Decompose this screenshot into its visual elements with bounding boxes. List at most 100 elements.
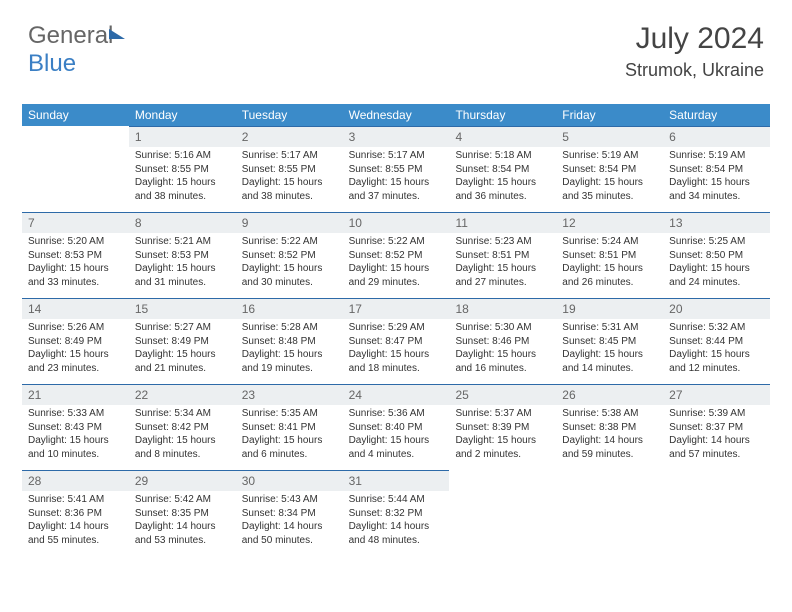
daylight-text-1: Daylight: 15 hours — [562, 262, 657, 276]
cell-body: Sunrise: 5:28 AMSunset: 8:48 PMDaylight:… — [236, 319, 343, 381]
day-number: 10 — [343, 212, 450, 233]
daylight-text-2: and 55 minutes. — [28, 534, 123, 548]
day-number: 19 — [556, 298, 663, 319]
sunset-text: Sunset: 8:47 PM — [349, 335, 444, 349]
calendar-week: 1Sunrise: 5:16 AMSunset: 8:55 PMDaylight… — [22, 126, 770, 212]
sunrise-text: Sunrise: 5:16 AM — [135, 149, 230, 163]
day-header-thu: Thursday — [449, 104, 556, 126]
calendar-cell: 7Sunrise: 5:20 AMSunset: 8:53 PMDaylight… — [22, 212, 129, 298]
daylight-text-2: and 48 minutes. — [349, 534, 444, 548]
sunset-text: Sunset: 8:54 PM — [669, 163, 764, 177]
cell-body: Sunrise: 5:26 AMSunset: 8:49 PMDaylight:… — [22, 319, 129, 381]
day-number: 31 — [343, 470, 450, 491]
daylight-text-1: Daylight: 15 hours — [349, 348, 444, 362]
day-number: 28 — [22, 470, 129, 491]
daylight-text-2: and 35 minutes. — [562, 190, 657, 204]
day-header-wed: Wednesday — [343, 104, 450, 126]
calendar-cell: 12Sunrise: 5:24 AMSunset: 8:51 PMDayligh… — [556, 212, 663, 298]
daylight-text-2: and 38 minutes. — [135, 190, 230, 204]
cell-body: Sunrise: 5:22 AMSunset: 8:52 PMDaylight:… — [343, 233, 450, 295]
cell-body: Sunrise: 5:30 AMSunset: 8:46 PMDaylight:… — [449, 319, 556, 381]
sunrise-text: Sunrise: 5:19 AM — [669, 149, 764, 163]
calendar-cell: 31Sunrise: 5:44 AMSunset: 8:32 PMDayligh… — [343, 470, 450, 556]
sunrise-text: Sunrise: 5:37 AM — [455, 407, 550, 421]
calendar-cell: 26Sunrise: 5:38 AMSunset: 8:38 PMDayligh… — [556, 384, 663, 470]
sunrise-text: Sunrise: 5:18 AM — [455, 149, 550, 163]
cell-body: Sunrise: 5:23 AMSunset: 8:51 PMDaylight:… — [449, 233, 556, 295]
daylight-text-1: Daylight: 15 hours — [669, 348, 764, 362]
sunset-text: Sunset: 8:52 PM — [242, 249, 337, 263]
day-number: 11 — [449, 212, 556, 233]
calendar-cell: 17Sunrise: 5:29 AMSunset: 8:47 PMDayligh… — [343, 298, 450, 384]
calendar-cell: 14Sunrise: 5:26 AMSunset: 8:49 PMDayligh… — [22, 298, 129, 384]
daylight-text-2: and 2 minutes. — [455, 448, 550, 462]
daylight-text-2: and 27 minutes. — [455, 276, 550, 290]
day-number: 26 — [556, 384, 663, 405]
daylight-text-2: and 8 minutes. — [135, 448, 230, 462]
calendar-cell: 20Sunrise: 5:32 AMSunset: 8:44 PMDayligh… — [663, 298, 770, 384]
sunset-text: Sunset: 8:32 PM — [349, 507, 444, 521]
day-number: 17 — [343, 298, 450, 319]
daylight-text-1: Daylight: 15 hours — [455, 176, 550, 190]
calendar-cell: 18Sunrise: 5:30 AMSunset: 8:46 PMDayligh… — [449, 298, 556, 384]
daylight-text-2: and 34 minutes. — [669, 190, 764, 204]
logo-triangle-icon — [109, 29, 125, 39]
sunrise-text: Sunrise: 5:26 AM — [28, 321, 123, 335]
sunset-text: Sunset: 8:51 PM — [562, 249, 657, 263]
sunrise-text: Sunrise: 5:28 AM — [242, 321, 337, 335]
calendar-cell — [556, 470, 663, 556]
sunrise-text: Sunrise: 5:34 AM — [135, 407, 230, 421]
sunset-text: Sunset: 8:53 PM — [28, 249, 123, 263]
daylight-text-2: and 12 minutes. — [669, 362, 764, 376]
calendar-cell: 25Sunrise: 5:37 AMSunset: 8:39 PMDayligh… — [449, 384, 556, 470]
cell-body: Sunrise: 5:17 AMSunset: 8:55 PMDaylight:… — [343, 147, 450, 209]
cell-body: Sunrise: 5:25 AMSunset: 8:50 PMDaylight:… — [663, 233, 770, 295]
sunset-text: Sunset: 8:43 PM — [28, 421, 123, 435]
daylight-text-1: Daylight: 15 hours — [562, 348, 657, 362]
daylight-text-1: Daylight: 15 hours — [242, 176, 337, 190]
sunrise-text: Sunrise: 5:22 AM — [242, 235, 337, 249]
sunset-text: Sunset: 8:52 PM — [349, 249, 444, 263]
day-number: 8 — [129, 212, 236, 233]
calendar-cell — [22, 126, 129, 212]
daylight-text-1: Daylight: 15 hours — [455, 262, 550, 276]
calendar-cell: 9 Sunrise: 5:22 AMSunset: 8:52 PMDaylight… — [236, 212, 343, 298]
calendar-week: 28Sunrise: 5:41 AMSunset: 8:36 PMDayligh… — [22, 470, 770, 556]
cell-body: Sunrise: 5:39 AMSunset: 8:37 PMDaylight:… — [663, 405, 770, 467]
daylight-text-2: and 24 minutes. — [669, 276, 764, 290]
sunrise-text: Sunrise: 5:41 AM — [28, 493, 123, 507]
calendar-cell: 5Sunrise: 5:19 AMSunset: 8:54 PMDaylight… — [556, 126, 663, 212]
day-number: 27 — [663, 384, 770, 405]
day-number: 3 — [343, 126, 450, 147]
daylight-text-2: and 19 minutes. — [242, 362, 337, 376]
logo-text-2: Blue — [28, 50, 76, 77]
cell-body: Sunrise: 5:20 AMSunset: 8:53 PMDaylight:… — [22, 233, 129, 295]
location-label: Strumok, Ukraine — [625, 60, 764, 81]
daylight-text-1: Daylight: 15 hours — [242, 262, 337, 276]
day-number: 9 — [236, 212, 343, 233]
day-number: 7 — [22, 212, 129, 233]
day-number: 22 — [129, 384, 236, 405]
sunrise-text: Sunrise: 5:30 AM — [455, 321, 550, 335]
sunrise-text: Sunrise: 5:31 AM — [562, 321, 657, 335]
cell-body: Sunrise: 5:38 AMSunset: 8:38 PMDaylight:… — [556, 405, 663, 467]
daylight-text-2: and 23 minutes. — [28, 362, 123, 376]
daylight-text-1: Daylight: 15 hours — [349, 434, 444, 448]
calendar-cell: 8Sunrise: 5:21 AMSunset: 8:53 PMDaylight… — [129, 212, 236, 298]
daylight-text-1: Daylight: 15 hours — [349, 176, 444, 190]
daylight-text-1: Daylight: 15 hours — [135, 348, 230, 362]
daylight-text-1: Daylight: 14 hours — [349, 520, 444, 534]
daylight-text-2: and 36 minutes. — [455, 190, 550, 204]
calendar-cell — [663, 470, 770, 556]
daylight-text-2: and 29 minutes. — [349, 276, 444, 290]
calendar: Sunday Monday Tuesday Wednesday Thursday… — [22, 104, 770, 556]
day-number: 30 — [236, 470, 343, 491]
daylight-text-1: Daylight: 15 hours — [349, 262, 444, 276]
daylight-text-2: and 10 minutes. — [28, 448, 123, 462]
daylight-text-1: Daylight: 15 hours — [455, 348, 550, 362]
calendar-cell: 22Sunrise: 5:34 AMSunset: 8:42 PMDayligh… — [129, 384, 236, 470]
cell-body: Sunrise: 5:36 AMSunset: 8:40 PMDaylight:… — [343, 405, 450, 467]
cell-body: Sunrise: 5:19 AMSunset: 8:54 PMDaylight:… — [663, 147, 770, 209]
calendar-cell: 30Sunrise: 5:43 AMSunset: 8:34 PMDayligh… — [236, 470, 343, 556]
sunrise-text: Sunrise: 5:22 AM — [349, 235, 444, 249]
